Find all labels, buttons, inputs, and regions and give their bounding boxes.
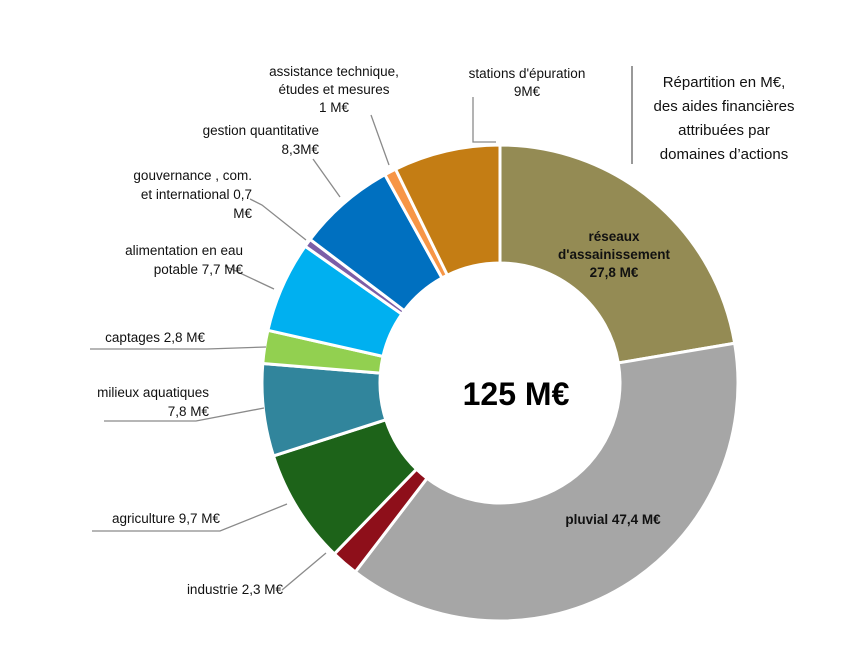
slice-label-line: gestion quantitative bbox=[203, 123, 319, 138]
center-total-label: 125 M€ bbox=[463, 376, 570, 412]
slice-label-milieux: milieux aquatiques 7,8 M€ bbox=[97, 385, 209, 419]
leader-line-milieux bbox=[104, 407, 265, 422]
slice-label-line: gouvernance , com. bbox=[133, 168, 252, 183]
slice-label-line: et international 0,7 bbox=[141, 187, 252, 202]
slice-label-line: M€ bbox=[233, 206, 252, 221]
slice-label-stations: stations d'épuration 9M€ bbox=[469, 66, 586, 99]
leader-line-gestion bbox=[312, 158, 341, 198]
slice-label-line: milieux aquatiques bbox=[97, 385, 209, 400]
slice-label-line: industrie 2,3 M€ bbox=[187, 582, 284, 597]
leader-line-assistance bbox=[370, 114, 390, 166]
slice-label-line: 9M€ bbox=[514, 84, 541, 99]
leader-lines-group bbox=[90, 97, 496, 591]
slice-label-line: 7,8 M€ bbox=[168, 404, 210, 419]
leader-line-alimentation bbox=[224, 265, 275, 290]
slice-label-line: agriculture 9,7 M€ bbox=[112, 511, 221, 526]
slice-labels-group: réseaux d'assainissement 27,8 M€ pluvial 47… bbox=[97, 64, 670, 597]
slice-label-industrie: industrie 2,3 M€ bbox=[187, 582, 284, 597]
chart-title-text: Répartition en M€, des aides financières a… bbox=[654, 74, 795, 163]
slice-label-line: alimentation en eau bbox=[125, 243, 243, 258]
slice-label-line: stations d'épuration bbox=[469, 66, 586, 81]
slice-label-line: réseaux bbox=[588, 229, 640, 244]
slice-label-line: assistance technique, bbox=[269, 64, 399, 79]
chart-title-line: des aides financières bbox=[654, 98, 795, 115]
slice-label-assistance: assistance technique, études et mesures 1 … bbox=[269, 64, 399, 115]
slice-label-alimentation: alimentation en eau potable 7,7 M€ bbox=[125, 243, 243, 277]
slice-pluvial bbox=[353, 341, 740, 623]
slice-label-line: captages 2,8 M€ bbox=[105, 330, 205, 345]
chart-title-line: attribuées par bbox=[678, 122, 770, 139]
slice-label-line: études et mesures bbox=[278, 82, 389, 97]
slice-reseaux bbox=[498, 143, 737, 365]
leader-line-gouvernance bbox=[249, 198, 307, 241]
leader-line-captages bbox=[90, 346, 267, 350]
slice-label-gestion: gestion quantitative 8,3M€ bbox=[203, 123, 320, 157]
slice-label-line: potable 7,7 M€ bbox=[154, 262, 244, 277]
leader-line-industrie bbox=[281, 552, 327, 591]
slices-group bbox=[260, 143, 740, 623]
slice-label-agriculture: agriculture 9,7 M€ bbox=[112, 511, 221, 526]
slice-label-gouvernance: gouvernance , com. et international 0,7 M€ bbox=[133, 168, 252, 221]
slice-label-captages: captages 2,8 M€ bbox=[105, 330, 205, 345]
slice-stations bbox=[393, 143, 502, 278]
chart-title-line: domaines d’actions bbox=[660, 146, 788, 163]
slice-label-line: d'assainissement bbox=[558, 247, 671, 262]
slice-label-line: 27,8 M€ bbox=[590, 265, 639, 280]
slice-label-pluvial: pluvial 47,4 M€ bbox=[565, 512, 661, 527]
leader-line-agriculture bbox=[92, 503, 288, 532]
slice-label-line: pluvial 47,4 M€ bbox=[565, 512, 661, 527]
chart-title: Répartition en M€, des aides financières a… bbox=[654, 74, 795, 163]
chart-title-line: Répartition en M€, bbox=[663, 74, 786, 91]
slice-label-line: 8,3M€ bbox=[281, 142, 319, 157]
slice-label-line: 1 M€ bbox=[319, 100, 350, 115]
leader-line-stations bbox=[472, 97, 496, 143]
slice-label-reseaux: réseaux d'assainissement 27,8 M€ bbox=[558, 229, 671, 280]
